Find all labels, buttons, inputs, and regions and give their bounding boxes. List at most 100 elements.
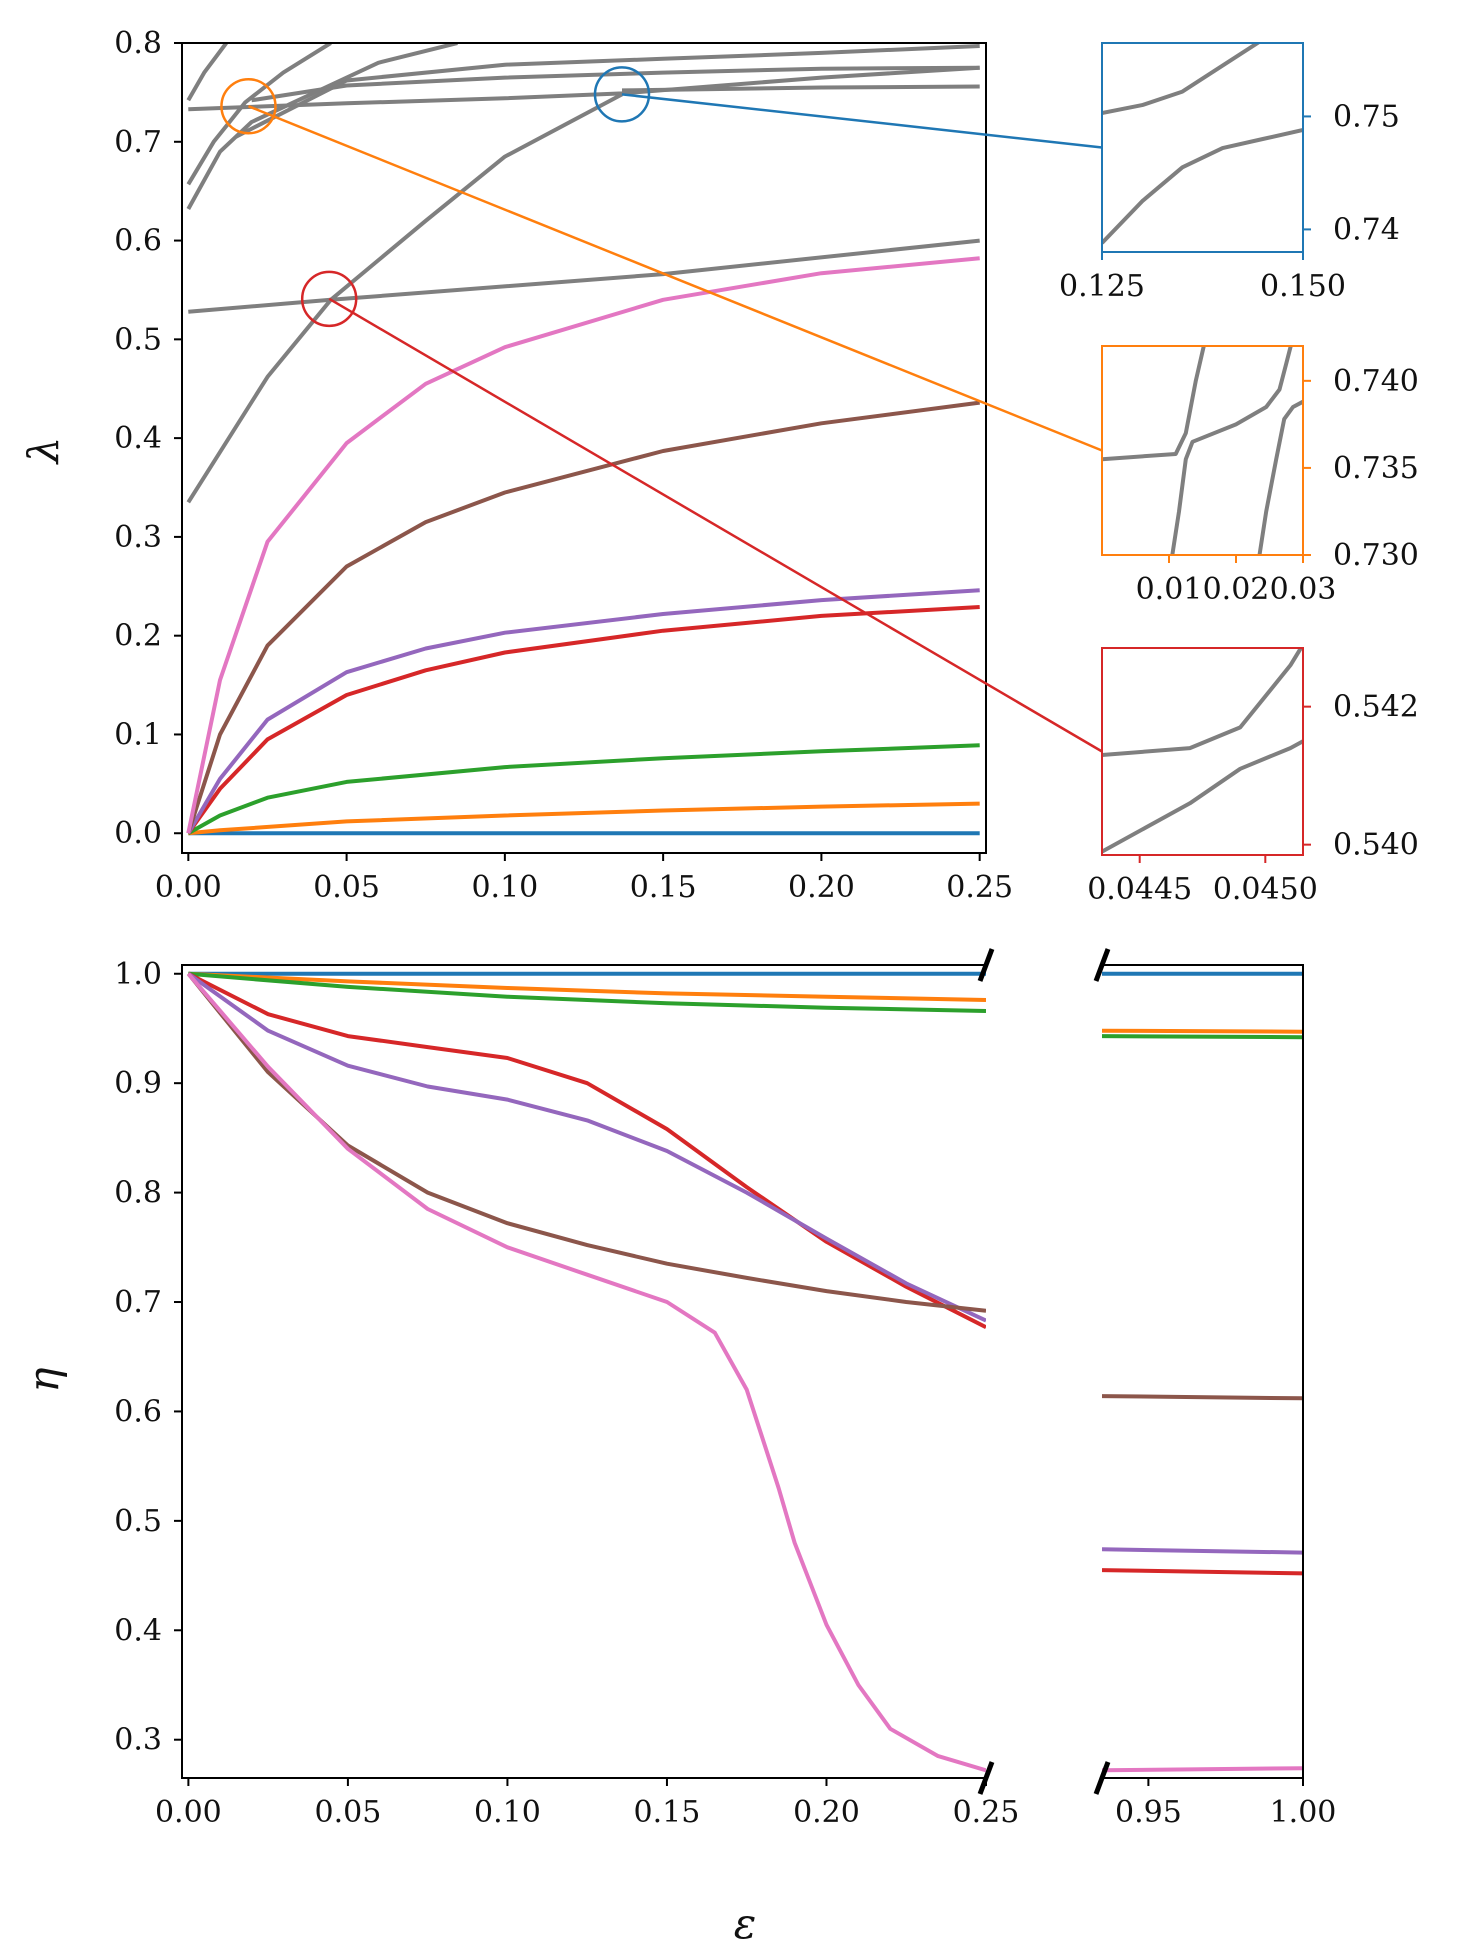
top-panel: 0.00 0.05 0.10 0.15 0.20 0.25 0.0 0.1 0.2 0.3 0.4 0…: [114, 26, 1013, 905]
inset-connectors: [220, 66, 1103, 753]
bottom-left-x-tick-label-0: 0.00: [155, 1795, 222, 1830]
inset-orange-panel: 0.01 0.02 0.030.730 0.735 0.740: [1101, 345, 1419, 607]
top-x-tick-label-1: 0.05: [313, 870, 380, 905]
top-series-line-7: [188, 238, 980, 314]
highlight-circle-2: [300, 270, 358, 328]
top-y-tick-label-5: 0.5: [114, 322, 162, 357]
top-y-tick-label-3: 0.3: [114, 520, 162, 555]
top-series-line-10: [188, 65, 980, 112]
bottom-left-x-tick-label-1: 0.05: [315, 1795, 382, 1830]
top-series-line-13: [186, 43, 458, 210]
inset-b-series-line-1: [1170, 346, 1293, 555]
top-x-tick-label-4: 0.20: [788, 870, 855, 905]
axis-break-mark-3: [1093, 1761, 1111, 1795]
top-series-line-8: [186, 92, 623, 504]
y-axis-label-lambda: λ: [19, 437, 68, 466]
inset-b-series: [1102, 346, 1303, 555]
inset-a-series-line-1: [1102, 43, 1262, 115]
top-series-line-4: [186, 588, 980, 835]
y-axis-label-eta: η: [19, 1367, 68, 1392]
inset-b-series-line-2: [1257, 399, 1303, 555]
top-series: [186, 43, 980, 836]
top-y-tick-label-2: 0.2: [114, 619, 162, 654]
inset-a-y-tick-label-1: 0.75: [1333, 99, 1400, 134]
axis-break-mark-1: [977, 1761, 995, 1795]
bottom-right-frame: [1102, 964, 1304, 1779]
highlight-circle-1: [220, 77, 277, 135]
inset-b-y-tick-label-2: 0.740: [1333, 364, 1419, 399]
bottom-left-frame: [181, 964, 986, 1779]
top-series-line-2: [187, 743, 980, 835]
bottom-left-y-tick-label-4: 0.7: [114, 1285, 162, 1320]
inset-c-series-line-0: [1102, 648, 1303, 757]
bottom-right-panel: 0.95 1.00: [1102, 964, 1337, 1830]
bottom-right-series-line-4: [1102, 1547, 1303, 1555]
top-series-line-15: [186, 43, 228, 102]
bottom-right-series-line-3: [1102, 1394, 1303, 1401]
axis-break-marks: [977, 948, 1111, 1795]
highlight-circle-0: [593, 66, 651, 123]
top-y-tick-label-4: 0.4: [114, 421, 162, 456]
inset-b-x-tick-label-1: 0.02: [1203, 572, 1270, 607]
inset-c-series: [1102, 648, 1303, 854]
bottom-left-panel: 0.00 0.05 0.10 0.15 0.20 0.25 0.3 0.4 0.5 0.6 0.7 0…: [114, 957, 1019, 1830]
inset-a-x-tick-label-0: 0.125: [1059, 269, 1145, 304]
connector-line-1: [248, 105, 1103, 452]
inset-a-series: [1102, 43, 1303, 245]
connector-line-2: [328, 297, 1103, 753]
bottom-left-y-tick-label-6: 0.9: [114, 1066, 162, 1101]
top-y-tick-label-1: 0.1: [114, 717, 162, 752]
inset-b-x-tick-label-2: 0.03: [1270, 572, 1337, 607]
top-y-tick-label-6: 0.6: [114, 224, 162, 259]
top-frame: [181, 42, 987, 854]
bottom-left-x-tick-label-4: 0.20: [793, 1795, 860, 1830]
bottom-left-series-line-3: [187, 972, 986, 1329]
inset-c-series-line-1: [1102, 739, 1303, 854]
top-y-tick-label-7: 0.7: [114, 125, 162, 160]
bottom-left-y-tick-label-2: 0.5: [114, 1504, 162, 1539]
top-series-line-3: [186, 605, 980, 835]
top-x-tick-label-5: 0.25: [946, 870, 1013, 905]
top-series-line-12: [234, 44, 980, 139]
inset-a-y-tick-label-0: 0.74: [1333, 212, 1400, 247]
inset-c-y-tick-label-0: 0.540: [1333, 828, 1419, 863]
bottom-left-y-tick-label-5: 0.8: [114, 1176, 162, 1211]
bottom-right-x-tick-label-1: 1.00: [1270, 1795, 1337, 1830]
top-series-line-6: [186, 256, 980, 834]
bottom-left-x-tick-label-2: 0.10: [474, 1795, 541, 1830]
axis-break-mark-2: [1093, 948, 1111, 982]
axis-break-mark-0: [977, 948, 995, 982]
bottom-right-series-line-6: [1102, 1766, 1303, 1773]
inset-c-x-tick-label-1: 0.0450: [1213, 872, 1318, 907]
inset-b-x-tick-label-0: 0.01: [1136, 572, 1203, 607]
bottom-left-series-line-6: [186, 972, 986, 1773]
bottom-left-y-tick-label-3: 0.6: [114, 1394, 162, 1429]
top-x-tick-label-3: 0.15: [630, 870, 697, 905]
bottom-left-y-tick-label-7: 1.0: [114, 957, 162, 992]
bottom-left-series-line-2: [188, 971, 986, 1013]
inset-b-y-tick-label-0: 0.730: [1333, 538, 1419, 573]
bottom-left-series-line-4: [187, 972, 986, 1323]
bottom-left-series-line-1: [188, 971, 986, 1002]
inset-b-series-line-0: [1102, 346, 1206, 462]
x-axis-label-epsilon: ε: [734, 1899, 757, 1948]
bottom-right-series-line-1: [1102, 1028, 1303, 1034]
bottom-left-y-tick-label-0: 0.3: [114, 1723, 162, 1758]
connector-line-0: [621, 93, 1103, 149]
inset-b-y-tick-label-1: 0.735: [1333, 451, 1419, 486]
inset-b-frame: [1101, 345, 1304, 556]
bottom-right-series-line-2: [1102, 1034, 1303, 1040]
top-series-line-5: [186, 400, 980, 834]
bottom-left-x-tick-label-3: 0.15: [634, 1795, 701, 1830]
top-x-tick-label-0: 0.00: [155, 870, 222, 905]
top-series-line-14: [186, 43, 332, 186]
bottom-right-x-tick-label-0: 0.95: [1115, 1795, 1182, 1830]
top-y-tick-label-0: 0.0: [114, 816, 162, 851]
bottom-left-y-tick-label-1: 0.4: [114, 1613, 162, 1648]
inset-a-frame: [1101, 42, 1304, 253]
bottom-left-x-tick-label-5: 0.25: [953, 1795, 1020, 1830]
top-series-line-1: [188, 801, 980, 836]
top-y-tick-label-8: 0.8: [114, 26, 162, 61]
top-x-tick-label-2: 0.10: [471, 870, 538, 905]
